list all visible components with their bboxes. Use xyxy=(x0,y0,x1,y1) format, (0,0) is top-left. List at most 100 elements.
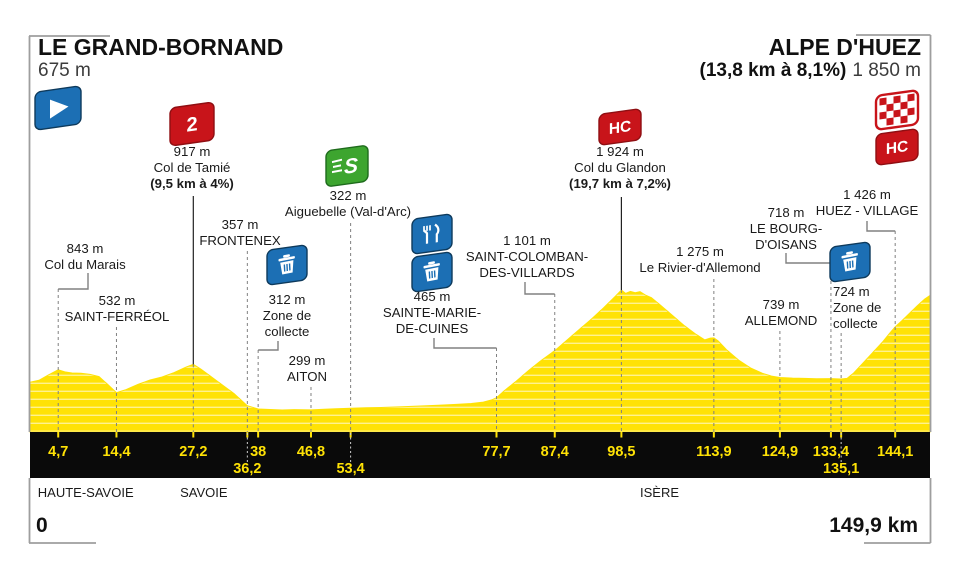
waypoint-label-line: HUEZ - VILLAGE xyxy=(816,203,919,218)
trash-lid xyxy=(423,263,440,269)
waypoint-label-line: SAINT-FERRÉOL xyxy=(65,309,170,324)
waypoint-label-line: AITON xyxy=(287,369,327,384)
waypoint-label-line: Col de Tamié xyxy=(154,160,231,175)
hc-badge-icon: HC xyxy=(598,108,642,146)
connector-le-bourg-d-oisans xyxy=(785,253,831,264)
hc-glyph: HC xyxy=(609,118,631,138)
start-badge-icon xyxy=(34,85,82,131)
trash-glyph xyxy=(423,261,440,282)
km-label-135,1: 135,1 xyxy=(823,461,859,477)
waypoint-label-line: 532 m xyxy=(99,293,136,308)
trash-handle xyxy=(846,251,853,255)
food-badge-icon xyxy=(411,213,453,255)
department-label-group: HAUTE-SAVOIE SAVOIE ISÈRE xyxy=(38,485,680,500)
waypoint-label-line: D'OISANS xyxy=(755,237,817,252)
start-flag-triangle xyxy=(50,99,69,119)
waypoint-label-line: 1 426 m xyxy=(843,187,891,202)
waypoint-label-line: 1 275 m xyxy=(676,244,724,259)
km-label-36,2: 36,2 xyxy=(233,461,261,477)
finish-stats: (13,8 km à 8,1%) 1 850 m xyxy=(700,60,921,81)
waypoint-label-line: Zone de xyxy=(833,300,881,315)
waypoint-label-line: DES-VILLARDS xyxy=(479,265,574,280)
elevation-profile-area xyxy=(29,289,931,433)
hc-badge-shape xyxy=(875,128,919,166)
km-total-label: 149,9 km xyxy=(829,514,918,537)
waypoint-label-line: Zone de xyxy=(263,308,311,323)
start-elevation: 675 m xyxy=(38,60,91,81)
waypoint-label-line: 843 m xyxy=(67,241,104,256)
finish-title: ALPE D'HUEZ xyxy=(769,34,921,60)
frame-brackets xyxy=(28,34,932,544)
trash-badge-icon xyxy=(411,251,453,293)
trash-badge-icon xyxy=(266,244,308,286)
hc-glyph: HC xyxy=(886,138,908,158)
waypoint-label-line: 465 m xyxy=(414,289,451,304)
checker-square xyxy=(900,115,908,124)
waypoint-label-line: 917 m xyxy=(174,144,211,159)
hc-badge-icon: HC xyxy=(875,128,919,166)
checker-square xyxy=(879,111,887,120)
km-label-4,7: 4,7 xyxy=(48,444,68,460)
knife xyxy=(434,223,440,243)
badge-group: 2 S HC HC xyxy=(34,85,920,293)
checker-square xyxy=(886,117,894,126)
waypoint-label-line: ALLEMOND xyxy=(745,313,818,328)
km-label-124,9: 124,9 xyxy=(762,444,798,460)
waypoint-label-line: LE BOURG- xyxy=(750,221,823,236)
distance-bar xyxy=(30,432,930,478)
fork-handle xyxy=(423,229,429,244)
km-label-38: 38 xyxy=(250,444,266,460)
waypoint-label-le-bourg-d-oisans: 718 mLE BOURG-D'OISANS xyxy=(750,205,823,252)
trash-handle xyxy=(283,254,290,258)
department-label-ISÈRE: ISÈRE xyxy=(640,485,679,500)
sprint-speed-line xyxy=(332,164,342,168)
km-label-77,7: 77,7 xyxy=(482,444,510,460)
finish-badge-icon xyxy=(874,89,920,131)
trash-badge-icon xyxy=(829,241,871,283)
waypoint-label-line: 312 m xyxy=(269,292,306,307)
elevation-profile xyxy=(29,289,931,433)
waypoint-label-line: 718 m xyxy=(768,205,805,220)
hc-badge-shape xyxy=(598,108,642,146)
checker-square xyxy=(893,95,901,104)
connector-huez-village xyxy=(866,221,896,232)
waypoint-label-line: Col du Glandon xyxy=(574,160,666,175)
connector-saint-colomban-des-villards xyxy=(524,282,555,295)
waypoint-label-line: 1 924 m xyxy=(596,144,644,159)
km-label-133,4: 133,4 xyxy=(813,444,849,460)
waypoint-label-line: 739 m xyxy=(763,297,800,312)
food-badge-shape xyxy=(411,213,453,255)
waypoint-label-line: collecte xyxy=(833,316,878,331)
trash-handle xyxy=(428,261,435,265)
checker-square xyxy=(886,103,894,112)
waypoint-label-line: (19,7 km à 7,2%) xyxy=(569,176,671,191)
sprint-speed-line xyxy=(331,158,343,164)
sprint-s-glyph: S xyxy=(344,154,358,179)
category-2-glyph: 2 xyxy=(186,113,197,136)
waypoint-label-le-rivier-d-allemond: 1 275 mLe Rivier-d'Allemond xyxy=(639,244,760,275)
waypoint-label-line: SAINTE-MARIE- xyxy=(383,305,481,320)
finish-elevation: 1 850 m xyxy=(852,60,921,81)
km-label-46,8: 46,8 xyxy=(297,444,325,460)
waypoint-label-line: 322 m xyxy=(330,188,367,203)
connector-zone-de-collecte-1 xyxy=(258,341,279,351)
checker-square xyxy=(893,109,901,118)
waypoint-label-line: Aiguebelle (Val-d'Arc) xyxy=(285,204,411,219)
waypoint-label-line: SAINT-COLOMBAN- xyxy=(466,249,588,264)
trash-lid xyxy=(278,256,295,262)
cat2-badge-shape xyxy=(169,101,215,147)
trash-glyph xyxy=(278,254,295,275)
checker-square xyxy=(907,93,915,102)
department-label-SAVOIE: SAVOIE xyxy=(180,485,228,500)
